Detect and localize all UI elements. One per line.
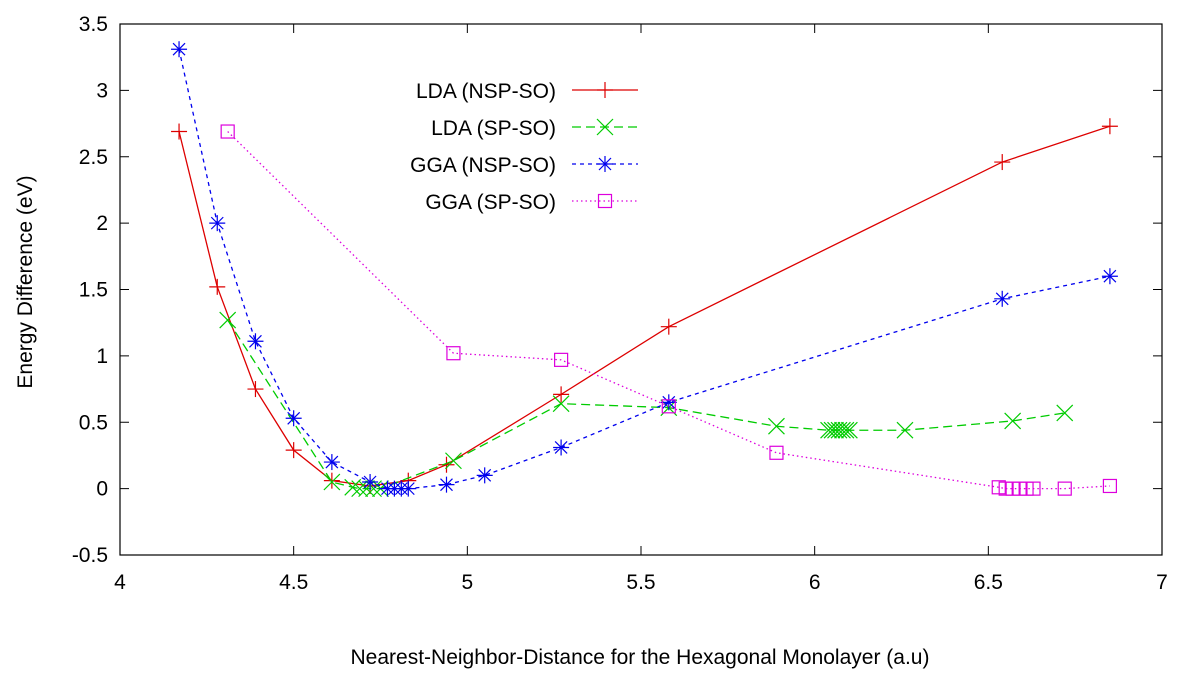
- data-point: [1057, 481, 1072, 496]
- data-point: [834, 421, 851, 439]
- y-tick-label: 0.5: [79, 411, 108, 434]
- legend-label: GGA (NSP-SO): [410, 154, 556, 177]
- data-point: [1004, 412, 1022, 430]
- x-tick-label: 6.5: [974, 571, 1003, 594]
- data-point: [1101, 268, 1118, 285]
- legend-entry: GGA (NSP-SO): [410, 154, 638, 177]
- data-point: [1056, 404, 1074, 422]
- data-point: [323, 472, 340, 489]
- data-point: [219, 311, 237, 329]
- data-point: [661, 399, 676, 414]
- axis-ticks: 4 4.5 5 5.5 6 6.5 7 -0.5 0 0.5 1 1.5 2 2.5 3 3.5: [72, 13, 1168, 594]
- data-point: [209, 278, 226, 295]
- legend-entry: LDA (NSP-SO): [416, 80, 638, 103]
- x-tick-label: 5.5: [626, 571, 655, 594]
- series-1: [219, 311, 1074, 498]
- legend: LDA (NSP-SO) LDA (SP-SO) GGA (NSP-SO) GGA (…: [410, 80, 638, 214]
- x-tick-label: 7: [1156, 571, 1168, 594]
- data-point: [837, 421, 855, 439]
- x-tick-label: 4: [114, 571, 126, 594]
- data-point: [323, 454, 340, 471]
- data-point: [438, 456, 455, 473]
- data-point: [400, 480, 417, 497]
- x-tick-label: 6: [809, 571, 821, 594]
- legend-entry: LDA (SP-SO): [431, 117, 638, 140]
- data-point: [1026, 481, 1041, 496]
- data-point: [896, 421, 914, 439]
- y-tick-label: 0: [96, 478, 108, 501]
- x-tick-label: 5: [461, 571, 473, 594]
- data-point: [209, 215, 226, 232]
- series-2: [171, 41, 1118, 497]
- series-0: [171, 118, 1118, 494]
- y-tick-label: 2.5: [79, 146, 108, 169]
- data-point: [553, 439, 570, 456]
- legend-label: LDA (SP-SO): [431, 117, 556, 140]
- data-point: [476, 467, 493, 484]
- legend-swatch-marker: [597, 82, 613, 98]
- data-point: [438, 476, 455, 493]
- data-point: [285, 442, 302, 459]
- y-tick-label: 1: [96, 345, 108, 368]
- data-point: [445, 452, 462, 470]
- data-point: [553, 386, 570, 403]
- data-point: [171, 41, 188, 58]
- data-point: [446, 346, 461, 361]
- data-point: [994, 290, 1011, 307]
- legend-entry: GGA (SP-SO): [425, 191, 638, 214]
- x-axis-label: Nearest-Neighbor-Distance for the Hexago…: [351, 646, 930, 669]
- series-3: [220, 124, 1118, 496]
- data-point: [344, 478, 362, 496]
- data-point: [769, 445, 784, 460]
- data-point: [1102, 478, 1118, 494]
- data-point: [171, 123, 188, 140]
- data-point: [247, 381, 264, 398]
- series-line: [227, 131, 1110, 490]
- y-axis-label: Energy Difference (eV): [14, 175, 37, 388]
- legend-swatch-marker: [596, 118, 614, 136]
- legend-swatch-marker: [597, 156, 613, 172]
- data-point: [323, 473, 341, 491]
- data-point: [840, 421, 858, 439]
- series-layer: [171, 41, 1118, 498]
- data-point: [554, 352, 569, 367]
- legend-label: LDA (NSP-SO): [416, 80, 556, 103]
- x-tick-label: 4.5: [279, 571, 308, 594]
- plot-frame: [119, 23, 1163, 556]
- data-point: [660, 394, 677, 411]
- data-point: [285, 410, 302, 427]
- y-tick-label: -0.5: [72, 544, 108, 567]
- data-point: [994, 154, 1011, 171]
- series-line: [178, 49, 1111, 490]
- y-tick-label: 1.5: [79, 279, 108, 302]
- data-point: [660, 318, 677, 335]
- y-tick-label: 3.5: [79, 13, 108, 36]
- legend-label: GGA (SP-SO): [425, 191, 556, 214]
- data-point: [768, 417, 785, 435]
- y-tick-label: 3: [96, 79, 108, 102]
- data-point: [1101, 118, 1118, 135]
- data-point: [362, 473, 379, 490]
- data-point: [351, 480, 369, 498]
- data-point: [220, 124, 235, 139]
- data-point: [247, 333, 264, 350]
- plot-border: [119, 23, 1163, 556]
- series-line: [227, 319, 1065, 490]
- y-tick-label: 2: [96, 212, 108, 235]
- series-line: [178, 125, 1111, 487]
- data-point: [552, 395, 570, 413]
- legend-swatch-marker: [597, 193, 613, 209]
